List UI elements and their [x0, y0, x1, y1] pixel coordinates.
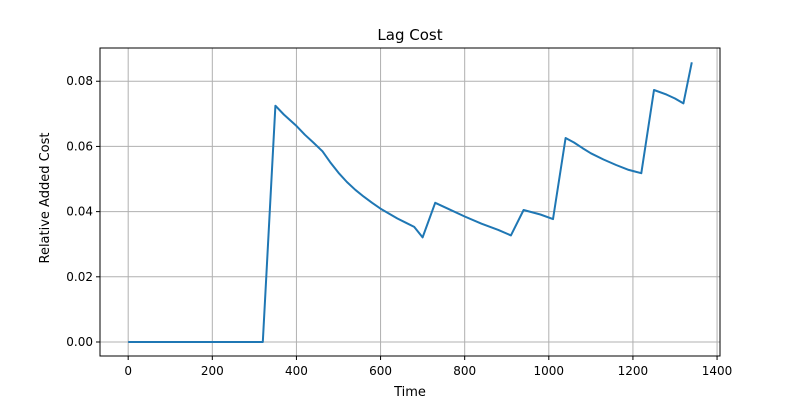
ticks: 0 200 400 600 800 1000 1200 1400 0.00 0.02 0.04 0.0… — [66, 74, 732, 378]
y-tick-label: 0.02 — [66, 270, 93, 284]
x-tick-label: 1000 — [534, 364, 565, 378]
series-layer — [128, 62, 693, 343]
y-tick-label: 0.04 — [66, 205, 93, 219]
series-line — [128, 62, 693, 343]
x-tick-label: 200 — [201, 364, 224, 378]
grid — [100, 48, 720, 356]
x-tick-label: 600 — [369, 364, 392, 378]
y-tick-label: 0.08 — [66, 74, 93, 88]
y-tick-label: 0.00 — [66, 335, 93, 349]
y-axis-label: Relative Added Cost — [38, 132, 53, 263]
x-tick-label: 800 — [453, 364, 476, 378]
plot-frame — [99, 47, 721, 357]
x-axis-label: Time — [393, 385, 426, 400]
chart-title: Lag Cost — [377, 26, 442, 44]
x-tick-label: 400 — [285, 364, 308, 378]
x-tick-label: 0 — [124, 364, 132, 378]
x-tick-label: 1200 — [618, 364, 649, 378]
y-tick-label: 0.06 — [66, 139, 93, 153]
x-tick-label: 1400 — [702, 364, 733, 378]
